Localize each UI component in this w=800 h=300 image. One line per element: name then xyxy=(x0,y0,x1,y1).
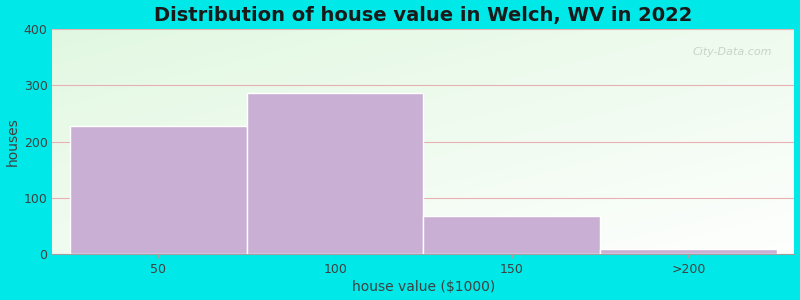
Bar xyxy=(600,249,777,254)
Bar xyxy=(423,216,600,254)
Y-axis label: houses: houses xyxy=(6,117,19,166)
Bar xyxy=(70,126,246,254)
X-axis label: house value ($1000): house value ($1000) xyxy=(352,280,495,294)
Text: City-Data.com: City-Data.com xyxy=(693,47,772,57)
Title: Distribution of house value in Welch, WV in 2022: Distribution of house value in Welch, WV… xyxy=(154,6,693,25)
Bar xyxy=(246,93,423,254)
